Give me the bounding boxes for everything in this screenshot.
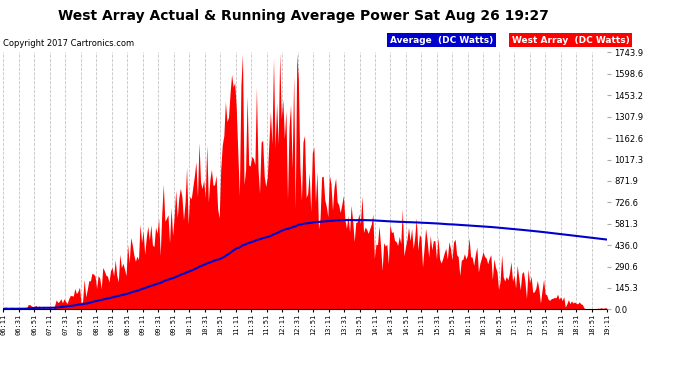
Text: West Array  (DC Watts): West Array (DC Watts) [512,36,630,45]
Text: Copyright 2017 Cartronics.com: Copyright 2017 Cartronics.com [3,39,135,48]
Text: West Array Actual & Running Average Power Sat Aug 26 19:27: West Array Actual & Running Average Powe… [58,9,549,23]
Text: Average  (DC Watts): Average (DC Watts) [390,36,493,45]
